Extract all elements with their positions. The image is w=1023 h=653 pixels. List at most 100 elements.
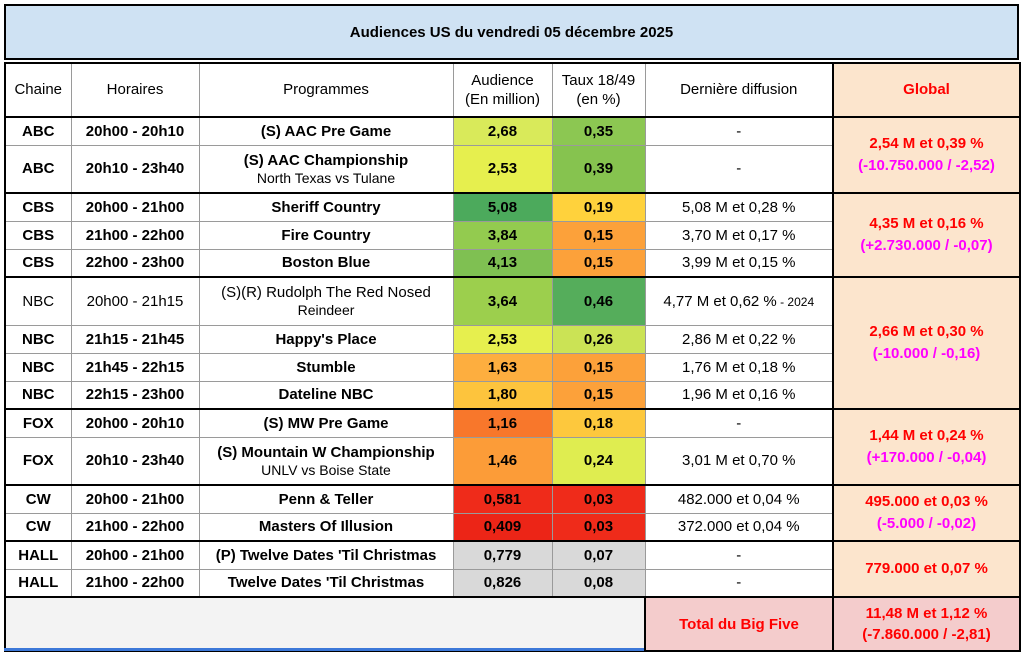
programme-title: Fire Country	[281, 226, 371, 244]
cell-taux: 0,03	[551, 512, 646, 542]
derniere-value: 372.000 et 0,04 %	[677, 518, 800, 536]
global-cell-nbc: 2,66 M et 0,30 % (-10.000 / -0,16)	[832, 276, 1021, 410]
cell-programme: Fire Country	[198, 220, 454, 250]
table-row: HALL 20h00 - 21h00 (P) Twelve Dates 'Til C…	[4, 540, 1021, 598]
programme-title: (P) Twelve Dates 'Til Christmas	[215, 546, 437, 564]
cell-audience: 2,53	[452, 144, 553, 194]
derniere-value: -	[736, 414, 742, 432]
header-audience: Audience (En million)	[452, 62, 553, 118]
cell-programme: (P) Twelve Dates 'Til Christmas	[198, 540, 454, 570]
cell-chaine: NBC	[4, 324, 72, 354]
programme-title: Penn & Teller	[278, 490, 374, 508]
cell-chaine: CW	[4, 512, 72, 542]
cell-horaires: 20h00 - 20h10	[70, 408, 200, 438]
cell-programme: (S) Mountain W Championship UNLV vs Boise…	[198, 436, 454, 486]
cell-chaine: NBC	[4, 352, 72, 382]
cell-derniere: 3,70 M et 0,17 %	[644, 220, 834, 250]
programme-title: Sheriff Country	[271, 198, 381, 216]
programme-title: (S) Mountain W Championship	[217, 443, 435, 461]
cell-taux: 0,19	[551, 192, 646, 222]
global-delta: (-5.000 / -0,02)	[876, 515, 977, 532]
cell-taux: 0,15	[551, 248, 646, 278]
cell-derniere: 4,77 M et 0,62 % - 2024	[644, 276, 834, 326]
cell-audience: 3,64	[452, 276, 553, 326]
table-row: CW 20h00 - 21h00 Penn & Teller 0,581 0,03 482…	[4, 484, 1021, 542]
programme-title: Masters Of Illusion	[258, 518, 394, 536]
header-global: Global	[832, 62, 1021, 118]
cell-chaine: CBS	[4, 220, 72, 250]
cell-derniere: -	[644, 116, 834, 146]
cell-horaires: 21h00 - 22h00	[70, 568, 200, 598]
cell-horaires: 22h15 - 23h00	[70, 380, 200, 410]
cell-taux: 0,18	[551, 408, 646, 438]
derniere-value: 4,77 M et 0,62 %	[663, 292, 777, 310]
cell-derniere: 482.000 et 0,04 %	[644, 484, 834, 514]
cell-chaine: ABC	[4, 116, 72, 146]
cell-derniere: 3,99 M et 0,15 %	[644, 248, 834, 278]
cell-horaires: 21h00 - 22h00	[70, 220, 200, 250]
table-row: NBC 21h15 - 21h45 Happy's Place 2,53 0,26 2,8…	[4, 324, 1020, 354]
cell-horaires: 20h00 - 21h00	[70, 540, 200, 570]
programme-subtitle: Reindeer	[297, 302, 355, 319]
cell-derniere: -	[644, 144, 834, 194]
cell-chaine: CW	[4, 484, 72, 514]
cell-taux: 0,24	[551, 436, 646, 486]
global-main: 495.000 et 0,03 %	[865, 493, 988, 510]
header-row: Chaine Horaires Programmes Audience (En m…	[4, 62, 1021, 118]
header-horaires: Horaires	[70, 62, 200, 118]
cell-programme: (S)(R) Rudolph The Red Nosed Reindeer	[198, 276, 454, 326]
cell-audience: 2,53	[452, 324, 553, 354]
global-main: 4,35 M et 0,16 %	[869, 215, 984, 232]
cell-chaine: HALL	[4, 568, 72, 598]
cell-derniere: 372.000 et 0,04 %	[644, 512, 834, 542]
cell-taux: 0,15	[551, 220, 646, 250]
cell-horaires: 20h10 - 23h40	[70, 144, 200, 194]
cell-horaires: 21h00 - 22h00	[70, 512, 200, 542]
cell-chaine: HALL	[4, 540, 72, 570]
derniere-value: 1,76 M et 0,18 %	[682, 358, 796, 376]
programme-title: (S) AAC Pre Game	[260, 122, 392, 140]
cell-taux: 0,07	[551, 540, 646, 570]
cell-programme: Dateline NBC	[198, 380, 454, 410]
programme-title: (S) MW Pre Game	[263, 414, 389, 432]
programme-title: Happy's Place	[275, 330, 377, 348]
table-row: ABC 20h00 - 20h10 (S) AAC Pre Game 2,68 0,35…	[4, 116, 1021, 194]
table-row: CBS 20h00 - 21h00 Sheriff Country 5,08 0,19 5…	[4, 192, 1021, 278]
header-programmes: Programmes	[198, 62, 454, 118]
programme-title: Boston Blue	[281, 254, 371, 272]
global-delta: (-10.000 / -0,16)	[872, 345, 981, 362]
cell-programme: Penn & Teller	[198, 484, 454, 514]
derniere-value: 2,86 M et 0,22 %	[682, 330, 796, 348]
table-row: CW 21h00 - 22h00 Masters Of Illusion 0,409 0…	[4, 512, 1020, 542]
global-main: 779.000 et 0,07 %	[865, 560, 988, 577]
cell-audience: 0,581	[452, 484, 553, 514]
header-taux: Taux 18/49 (en %)	[551, 62, 646, 118]
cell-horaires: 20h00 - 21h15	[70, 276, 200, 326]
cell-programme: Twelve Dates 'Til Christmas	[198, 568, 454, 598]
cell-audience: 1,80	[452, 380, 553, 410]
cell-horaires: 21h15 - 21h45	[70, 324, 200, 354]
table-row: HALL 21h00 - 22h00 Twelve Dates 'Til Chris…	[4, 568, 1020, 598]
total-row: Total du Big Five 11,48 M et 1,12 % (-7.86…	[4, 596, 1021, 652]
cell-horaires: 20h10 - 23h40	[70, 436, 200, 486]
cell-horaires: 20h00 - 21h00	[70, 192, 200, 222]
header-chaine: Chaine	[4, 62, 72, 118]
table-row: ABC 20h10 - 23h40 (S) AAC Championship Nort…	[4, 144, 1020, 194]
global-cell-cw: 495.000 et 0,03 % (-5.000 / -0,02)	[832, 484, 1021, 542]
cell-programme: (S) AAC Pre Game	[198, 116, 454, 146]
cell-horaires: 20h00 - 21h00	[70, 484, 200, 514]
derniere-value: -	[736, 546, 742, 564]
cell-taux: 0,46	[551, 276, 646, 326]
cell-audience: 5,08	[452, 192, 553, 222]
header-derniere: Dernière diffusion	[644, 62, 834, 118]
cell-chaine: NBC	[4, 380, 72, 410]
cell-derniere: 1,96 M et 0,16 %	[644, 380, 834, 410]
cell-derniere: -	[644, 540, 834, 570]
cell-chaine: ABC	[4, 144, 72, 194]
global-cell-fox: 1,44 M et 0,24 % (+170.000 / -0,04)	[832, 408, 1021, 486]
programme-title: Stumble	[296, 358, 356, 376]
derniere-value: 482.000 et 0,04 %	[677, 490, 800, 508]
table-row: NBC 22h15 - 23h00 Dateline NBC 1,80 0,15 1,96…	[4, 380, 1020, 410]
cell-horaires: 22h00 - 23h00	[70, 248, 200, 278]
